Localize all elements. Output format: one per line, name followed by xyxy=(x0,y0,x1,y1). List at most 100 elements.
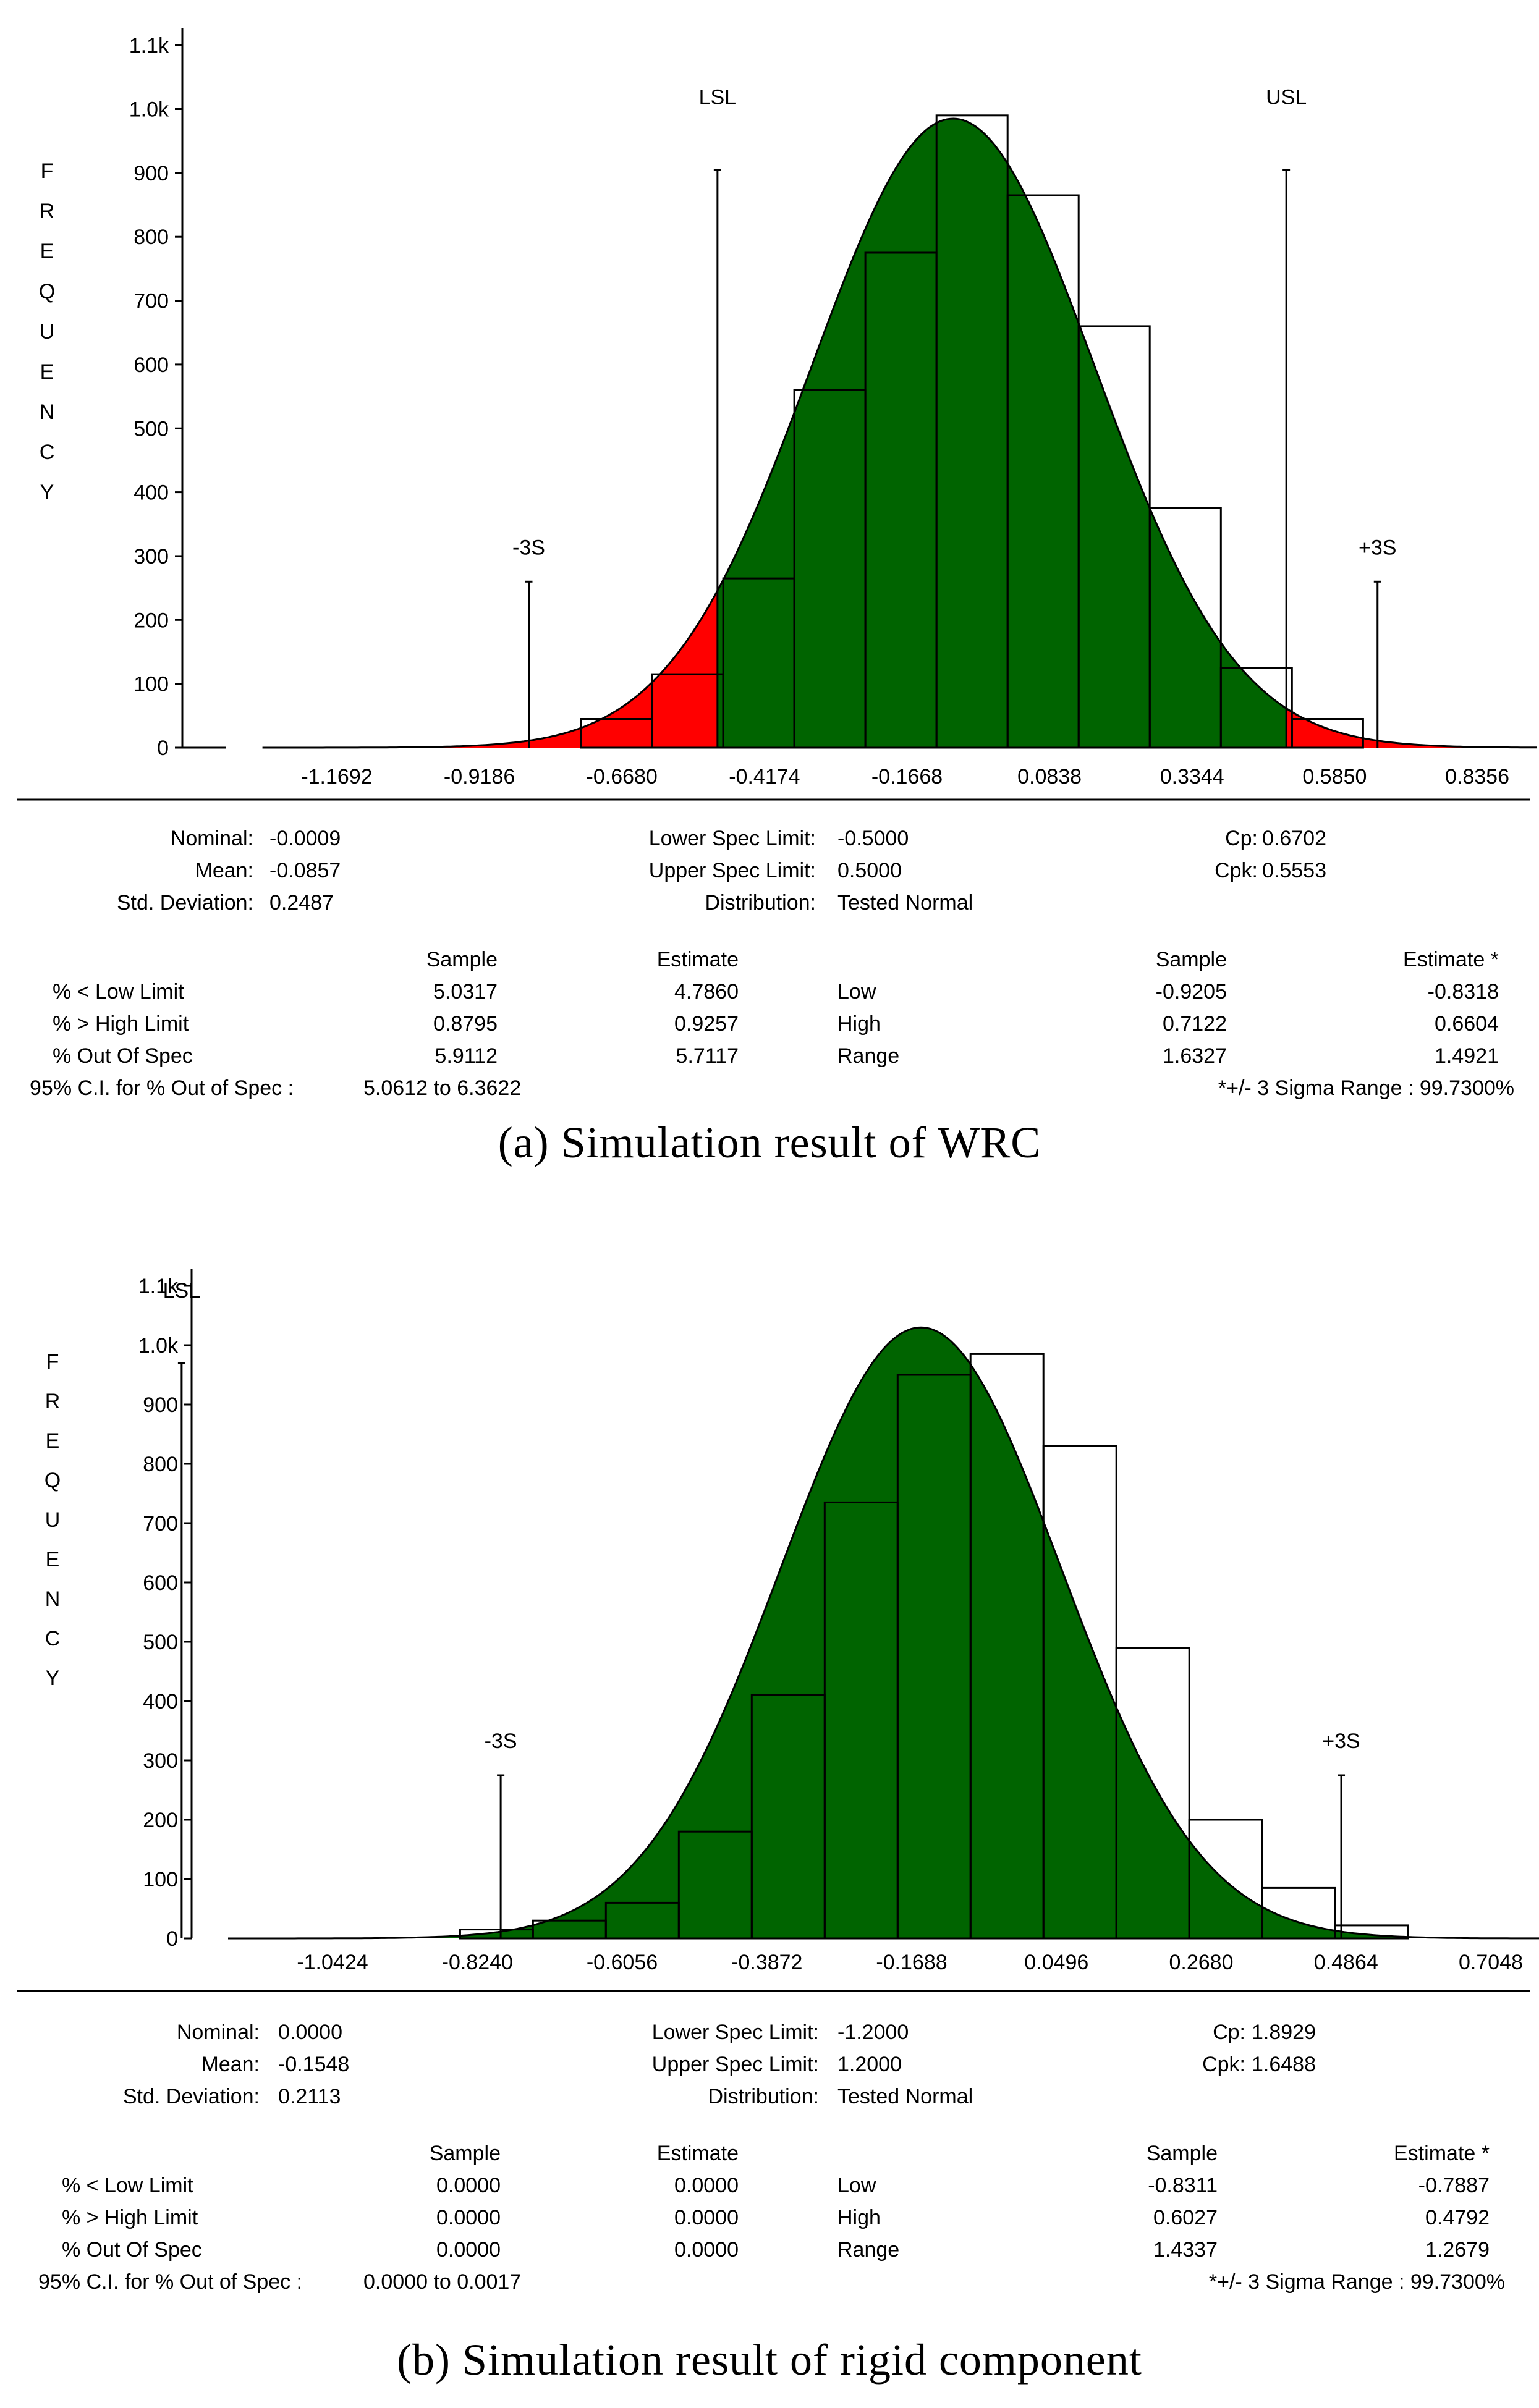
y-tick-label: 100 xyxy=(134,673,169,696)
y-tick-label: 800 xyxy=(134,226,169,249)
cp-value: 1.8929 xyxy=(1252,2021,1316,2044)
x-tick-label: -1.1692 xyxy=(301,765,372,788)
std-deviation-value: 0.2487 xyxy=(269,891,334,915)
histogram-bar xyxy=(1219,667,1293,749)
y-tick-label: 800 xyxy=(143,1453,178,1476)
row-high-limit-estimate: 0.0000 xyxy=(674,2206,739,2229)
y-axis-title-letter: Q xyxy=(44,1469,61,1492)
nominal-value: 0.0000 xyxy=(278,2021,342,2044)
std-deviation-label: Std. Deviation: xyxy=(116,891,253,915)
y-axis-title-letter: N xyxy=(45,1587,61,1611)
row-high-estimate: 0.6604 xyxy=(1435,1012,1499,1036)
mean-value: -0.1548 xyxy=(278,2053,350,2076)
x-tick-label: 0.4864 xyxy=(1314,1951,1378,1974)
marker-label: -3S xyxy=(512,536,545,559)
ci-label: 95% C.I. for % Out of Spec : xyxy=(30,1076,294,1100)
y-tick-label: 500 xyxy=(143,1631,178,1654)
header-estimate: Estimate xyxy=(656,2142,739,2165)
row-low-sample: -0.8311 xyxy=(1148,2174,1218,2197)
row-range-sample: 1.4337 xyxy=(1153,2238,1218,2262)
y-axis-title-letter: E xyxy=(45,1548,60,1571)
y-tick-label: 900 xyxy=(143,1393,178,1417)
row-high-label: High xyxy=(837,1012,881,1036)
row-low-limit-sample: 5.0317 xyxy=(433,980,498,1003)
row-range-estimate: 1.2679 xyxy=(1425,2238,1490,2262)
caption-b: (b) Simulation result of rigid component xyxy=(397,2335,1142,2385)
distribution-label: Distribution: xyxy=(705,891,816,915)
x-tick-label: 0.0838 xyxy=(1017,765,1082,788)
y-axis-title-letter: F xyxy=(40,159,54,183)
row-out-of-spec-sample: 0.0000 xyxy=(436,2238,501,2262)
mean-value: -0.0857 xyxy=(269,859,341,882)
cpk-label: Cpk: xyxy=(1202,2053,1245,2076)
row-range-sample: 1.6327 xyxy=(1163,1044,1227,1068)
y-tick-label: 200 xyxy=(134,609,169,632)
y-tick-label: 400 xyxy=(134,481,169,505)
histogram-chart-a: 0 100 200 300 400 500 600 700 800 900 1.0k 1.1k -1.1… xyxy=(17,28,1537,801)
upper-spec-limit-label: Upper Spec Limit: xyxy=(651,2053,819,2076)
y-tick-label: 0 xyxy=(157,737,169,760)
cpk-label: Cpk: xyxy=(1215,859,1258,882)
y-axis-title-letter: E xyxy=(40,240,54,263)
mean-label: Mean: xyxy=(195,859,254,882)
x-tick-label: -0.1688 xyxy=(876,1951,947,1974)
y-axis-title-letter: R xyxy=(39,200,55,223)
y-tick-label: 300 xyxy=(134,545,169,568)
row-high-limit-label: % > High Limit xyxy=(62,2206,198,2229)
y-axis-title-letter: F xyxy=(46,1350,59,1374)
y-axis-title-letter: C xyxy=(45,1627,61,1650)
y-tick-label: 600 xyxy=(143,1571,178,1595)
x-tick-label: -1.0424 xyxy=(297,1951,368,1974)
y-tick-label: 0 xyxy=(166,1927,178,1951)
x-tick-label: 0.5850 xyxy=(1302,765,1367,788)
marker-label: +3S xyxy=(1322,1730,1360,1753)
y-axis-title-letter: E xyxy=(45,1429,60,1453)
header-estimate-2: Estimate * xyxy=(1403,948,1499,971)
marker-label: +3S xyxy=(1359,536,1396,559)
distribution-curve xyxy=(228,1326,1539,1940)
row-out-of-spec-estimate: 0.0000 xyxy=(674,2238,739,2262)
cp-label: Cp: xyxy=(1225,827,1258,850)
cpk-value: 0.5553 xyxy=(1262,859,1326,882)
row-high-estimate: 0.4792 xyxy=(1425,2206,1490,2229)
y-tick-label: 1.1k xyxy=(129,34,169,57)
nominal-label: Nominal: xyxy=(170,827,253,850)
distribution-value: Tested Normal xyxy=(837,891,973,915)
y-axis-title-letter: Y xyxy=(45,1667,60,1690)
row-low-limit-label: % < Low Limit xyxy=(62,2174,193,2197)
row-low-estimate: -0.8318 xyxy=(1427,980,1499,1003)
y-tick-label: 900 xyxy=(134,162,169,185)
y-tick-label: 500 xyxy=(134,417,169,441)
in-spec-area xyxy=(717,119,1287,748)
x-tick-label: -0.6680 xyxy=(587,765,658,788)
nominal-value: -0.0009 xyxy=(269,827,341,850)
row-out-of-spec-sample: 5.9112 xyxy=(435,1044,498,1068)
panel-b: 0 100 200 300 400 500 600 700 800 900 1.0k 1.1k -1.0… xyxy=(0,1193,1539,2408)
x-tick-label: 0.8356 xyxy=(1445,765,1509,788)
x-tick-label: 0.3344 xyxy=(1160,765,1224,788)
y-tick-label: 600 xyxy=(134,353,169,377)
distribution-curve xyxy=(262,117,1537,749)
ci-value: 0.0000 to 0.0017 xyxy=(363,2270,522,2294)
row-low-limit-estimate: 0.0000 xyxy=(674,2174,739,2197)
header-sample-2: Sample xyxy=(1146,2142,1218,2165)
summary-stats-a: Nominal: -0.0009 Mean: -0.0857 Std. Devi… xyxy=(0,828,1539,1112)
row-range-label: Range xyxy=(837,1044,900,1068)
header-estimate-2: Estimate * xyxy=(1394,2142,1490,2165)
row-high-limit-sample: 0.0000 xyxy=(436,2206,501,2229)
x-tick-label: -0.8240 xyxy=(442,1951,513,1974)
summary-stats-b: Nominal: 0.0000 Mean: -0.1548 Std. Devia… xyxy=(0,2022,1539,2306)
marker-label: USL xyxy=(1266,86,1307,109)
row-low-sample: -0.9205 xyxy=(1155,980,1227,1003)
y-tick-label: 1.0k xyxy=(129,98,169,122)
y-tick-label: 100 xyxy=(143,1868,178,1891)
x-tick-label: 0.2680 xyxy=(1169,1951,1234,1974)
lower-spec-limit-label: Lower Spec Limit: xyxy=(651,2021,819,2044)
marker-label: LSL xyxy=(163,1279,201,1303)
lower-spec-limit-value: -0.5000 xyxy=(837,827,909,850)
row-low-limit-estimate: 4.7860 xyxy=(674,980,739,1003)
lower-spec-limit-value: -1.2000 xyxy=(837,2021,909,2044)
upper-spec-limit-value: 0.5000 xyxy=(837,859,902,882)
row-out-of-spec-label: % Out Of Spec xyxy=(53,1044,193,1068)
sigma-range-note: *+/- 3 Sigma Range : 99.7300% xyxy=(1208,2270,1505,2294)
